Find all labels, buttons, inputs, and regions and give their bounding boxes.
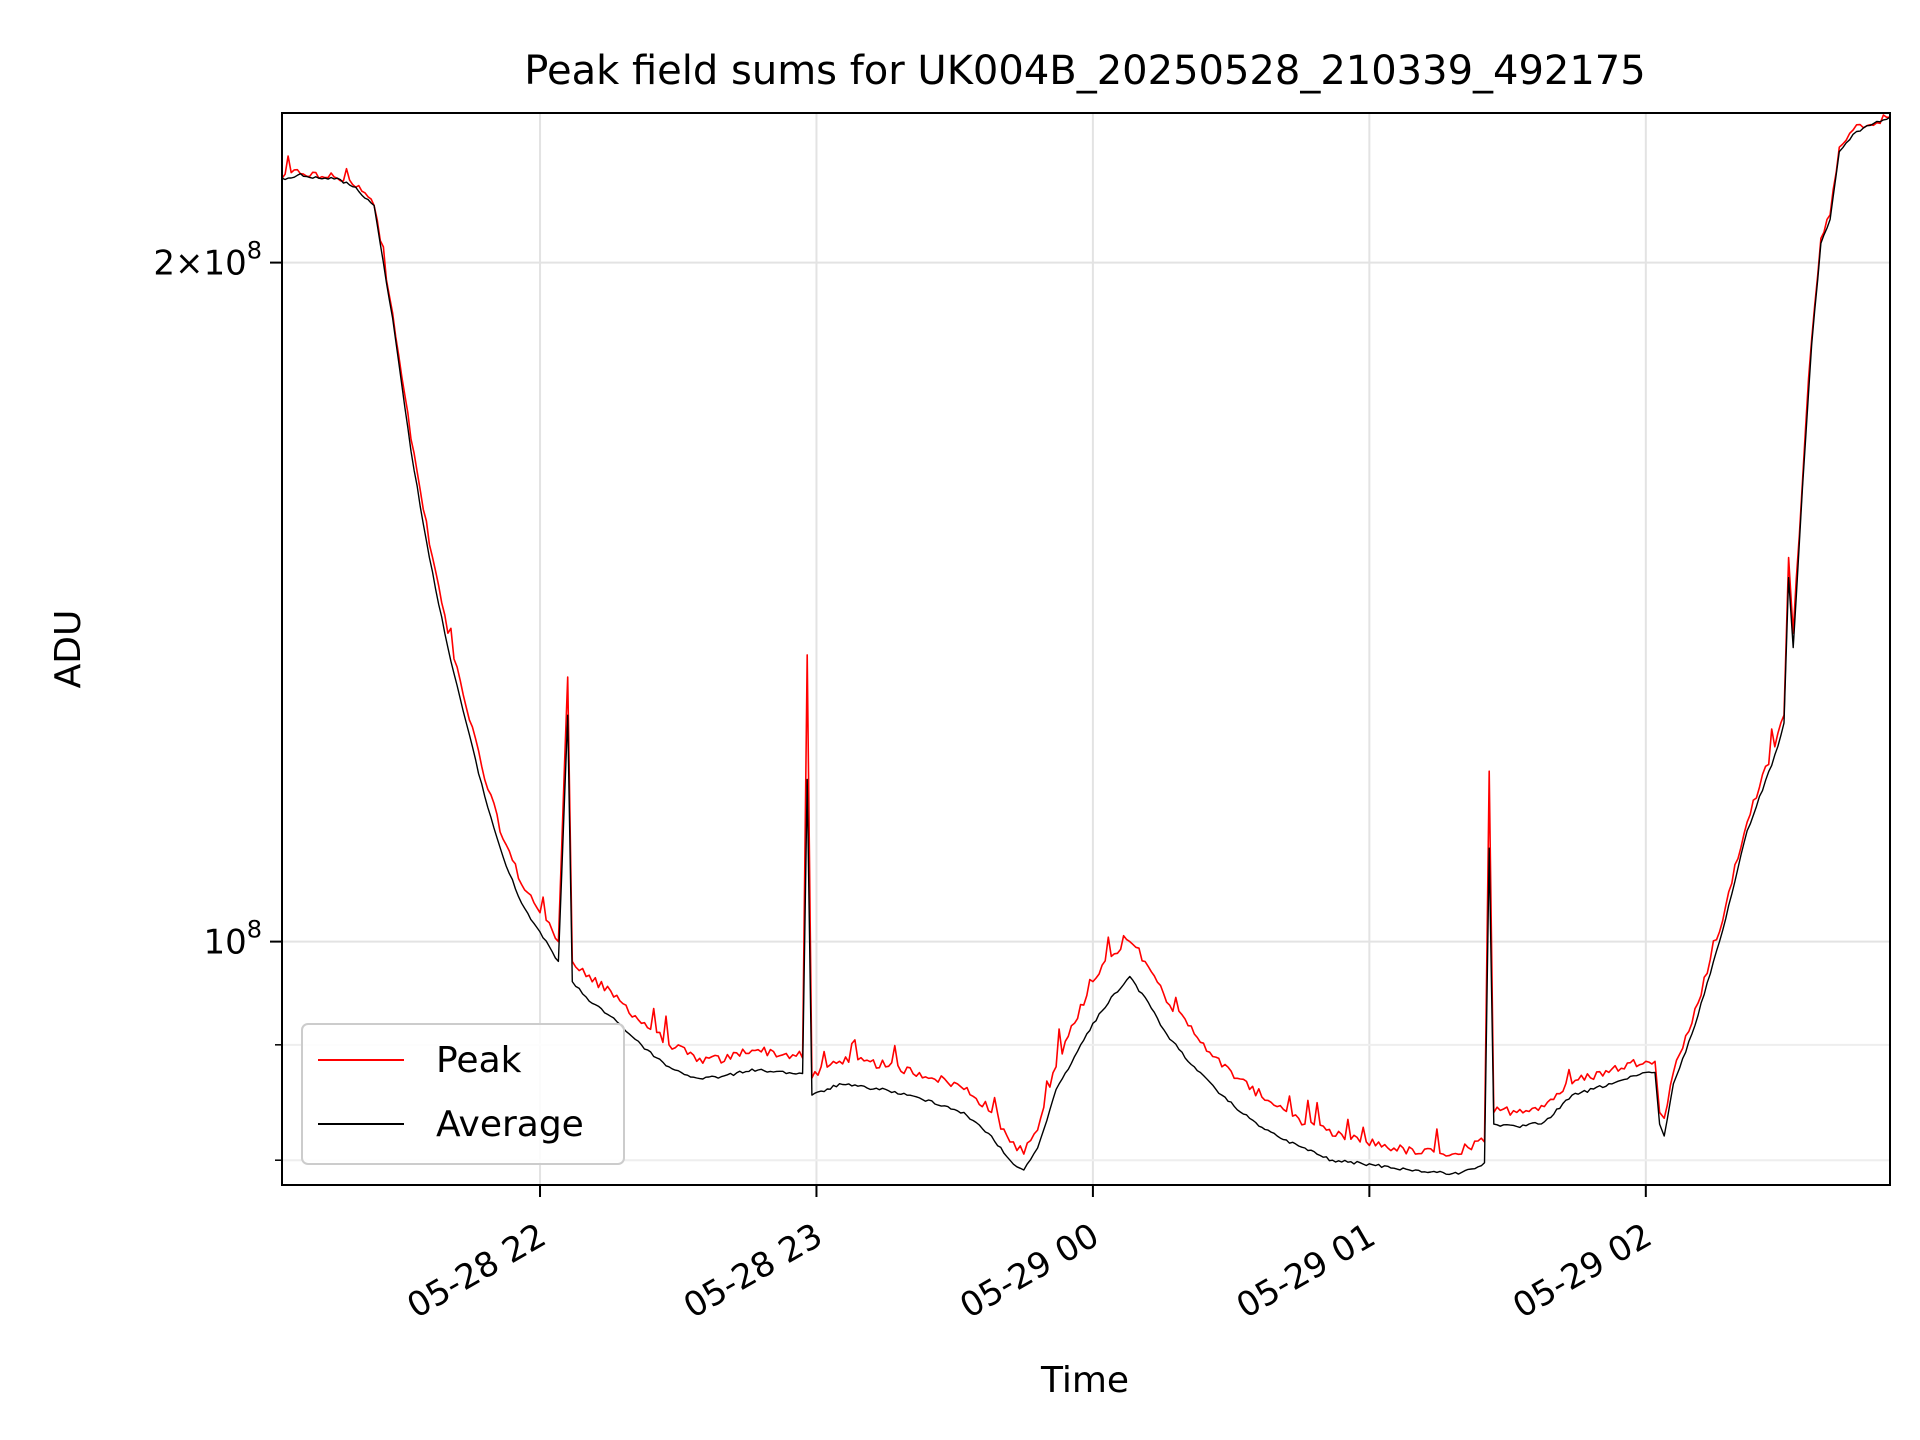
- series-lines: [281, 114, 1891, 1176]
- y-tick-label-base: 10: [203, 244, 246, 284]
- y-axis-label: ADU: [48, 610, 89, 689]
- x-axis-label: Time: [1040, 1360, 1129, 1401]
- y-tick-label-exp: 8: [247, 916, 262, 944]
- legend-label-peak: Peak: [436, 1040, 522, 1081]
- y-tick-label: 2×108: [153, 237, 262, 284]
- y-tick-label-exp: 8: [247, 237, 262, 265]
- legend: Peak Average: [301, 1023, 625, 1165]
- series-line-average: [281, 116, 1891, 1176]
- y-tick-label-coef: 2×: [153, 244, 203, 284]
- y-tick-label: 108: [203, 916, 262, 963]
- plot-frame: [281, 112, 1891, 1186]
- series-line-peak: [281, 114, 1891, 1157]
- legend-label-average: Average: [436, 1104, 584, 1145]
- y-tick-label-base: 10: [203, 923, 246, 963]
- chart-title: Peak field sums for UK004B_20250528_2103…: [524, 48, 1645, 94]
